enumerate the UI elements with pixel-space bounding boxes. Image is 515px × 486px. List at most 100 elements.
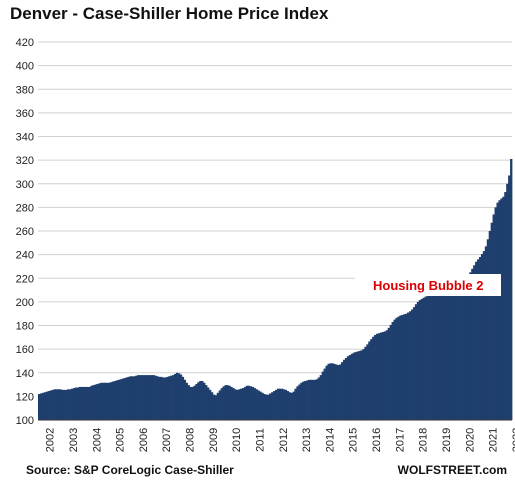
bar	[115, 380, 119, 420]
bar	[240, 388, 243, 420]
bar	[342, 359, 346, 420]
bar	[105, 382, 109, 420]
bar	[494, 207, 497, 420]
bar	[109, 382, 113, 420]
bar	[69, 389, 72, 420]
bar	[280, 388, 284, 420]
source-note: Source: S&P CoreLogic Case-Shiller	[26, 463, 234, 477]
bar	[59, 389, 62, 420]
y-tick-label: 420	[16, 37, 34, 49]
bar	[317, 377, 321, 420]
bar	[129, 376, 132, 420]
bar	[444, 287, 447, 420]
bar	[306, 380, 309, 420]
x-tick-label: 2014	[324, 428, 336, 452]
x-tick-label: 2015	[348, 428, 360, 452]
bar	[346, 356, 350, 420]
bar	[315, 379, 319, 420]
bar	[376, 333, 379, 420]
bar	[467, 274, 470, 420]
bar	[271, 392, 274, 420]
x-tick-label: 2022	[511, 428, 515, 452]
x-tick-label: 2016	[371, 428, 383, 452]
bar	[354, 352, 357, 420]
bar	[214, 395, 218, 420]
bar	[302, 381, 305, 420]
bar	[276, 388, 280, 420]
bar	[146, 375, 150, 420]
bar	[282, 389, 286, 420]
bar	[160, 376, 163, 420]
bar	[372, 336, 375, 420]
bar	[181, 376, 185, 420]
bar	[86, 386, 89, 420]
bar	[38, 394, 41, 420]
bar	[100, 382, 103, 420]
annotation-label: Housing Bubble 2	[373, 278, 484, 293]
bar	[449, 286, 453, 420]
bar	[290, 392, 293, 420]
y-tick-label: 380	[16, 84, 34, 96]
bar	[300, 382, 303, 420]
bar	[98, 383, 101, 420]
bar	[92, 385, 95, 420]
bar	[453, 285, 457, 420]
bar	[463, 278, 466, 420]
bar	[127, 376, 130, 420]
y-tick-label: 120	[16, 391, 34, 403]
bar	[148, 375, 152, 420]
bar	[193, 385, 196, 420]
bar	[51, 389, 54, 420]
bar	[228, 385, 231, 420]
bar	[236, 389, 239, 420]
bar	[397, 316, 400, 420]
bar	[185, 382, 188, 420]
bar	[61, 389, 64, 420]
bar	[131, 376, 134, 420]
bar	[94, 384, 97, 420]
bar	[113, 381, 117, 420]
bar	[387, 327, 391, 420]
bar	[486, 239, 490, 420]
bar	[442, 288, 445, 420]
bar	[436, 290, 439, 420]
bar	[72, 388, 76, 420]
bar	[321, 371, 324, 420]
bar	[84, 386, 87, 420]
bar	[430, 294, 433, 420]
y-tick-label: 360	[16, 108, 34, 120]
bar	[313, 379, 317, 420]
bar	[484, 246, 488, 420]
bar	[166, 376, 169, 420]
bar	[410, 309, 414, 420]
bar	[220, 388, 223, 420]
bar	[257, 390, 260, 420]
bar	[241, 388, 245, 420]
bar	[405, 313, 408, 420]
bar	[65, 389, 68, 420]
bar	[504, 192, 507, 420]
y-tick-label: 340	[16, 132, 34, 144]
bar	[451, 285, 455, 420]
bar	[502, 196, 505, 420]
x-axis-labels: 2002 2003 2004 2005 2006 2007 2008 2009 2010 2011…	[45, 428, 515, 452]
bar	[498, 200, 501, 420]
bar	[403, 314, 406, 420]
bar	[475, 261, 478, 420]
bar	[107, 382, 111, 420]
bar	[465, 277, 468, 420]
bar	[189, 386, 192, 420]
x-tick-label: 2013	[301, 428, 313, 452]
bar	[333, 363, 336, 420]
bar	[173, 373, 177, 420]
bar	[183, 379, 187, 420]
bar	[296, 386, 299, 420]
y-tick-label: 300	[16, 179, 34, 191]
bar	[393, 319, 396, 420]
bar	[234, 389, 237, 420]
bar	[492, 214, 495, 420]
x-tick-label: 2019	[441, 428, 453, 452]
bar	[438, 289, 441, 420]
annotation-box	[355, 274, 501, 296]
bar	[123, 378, 126, 420]
